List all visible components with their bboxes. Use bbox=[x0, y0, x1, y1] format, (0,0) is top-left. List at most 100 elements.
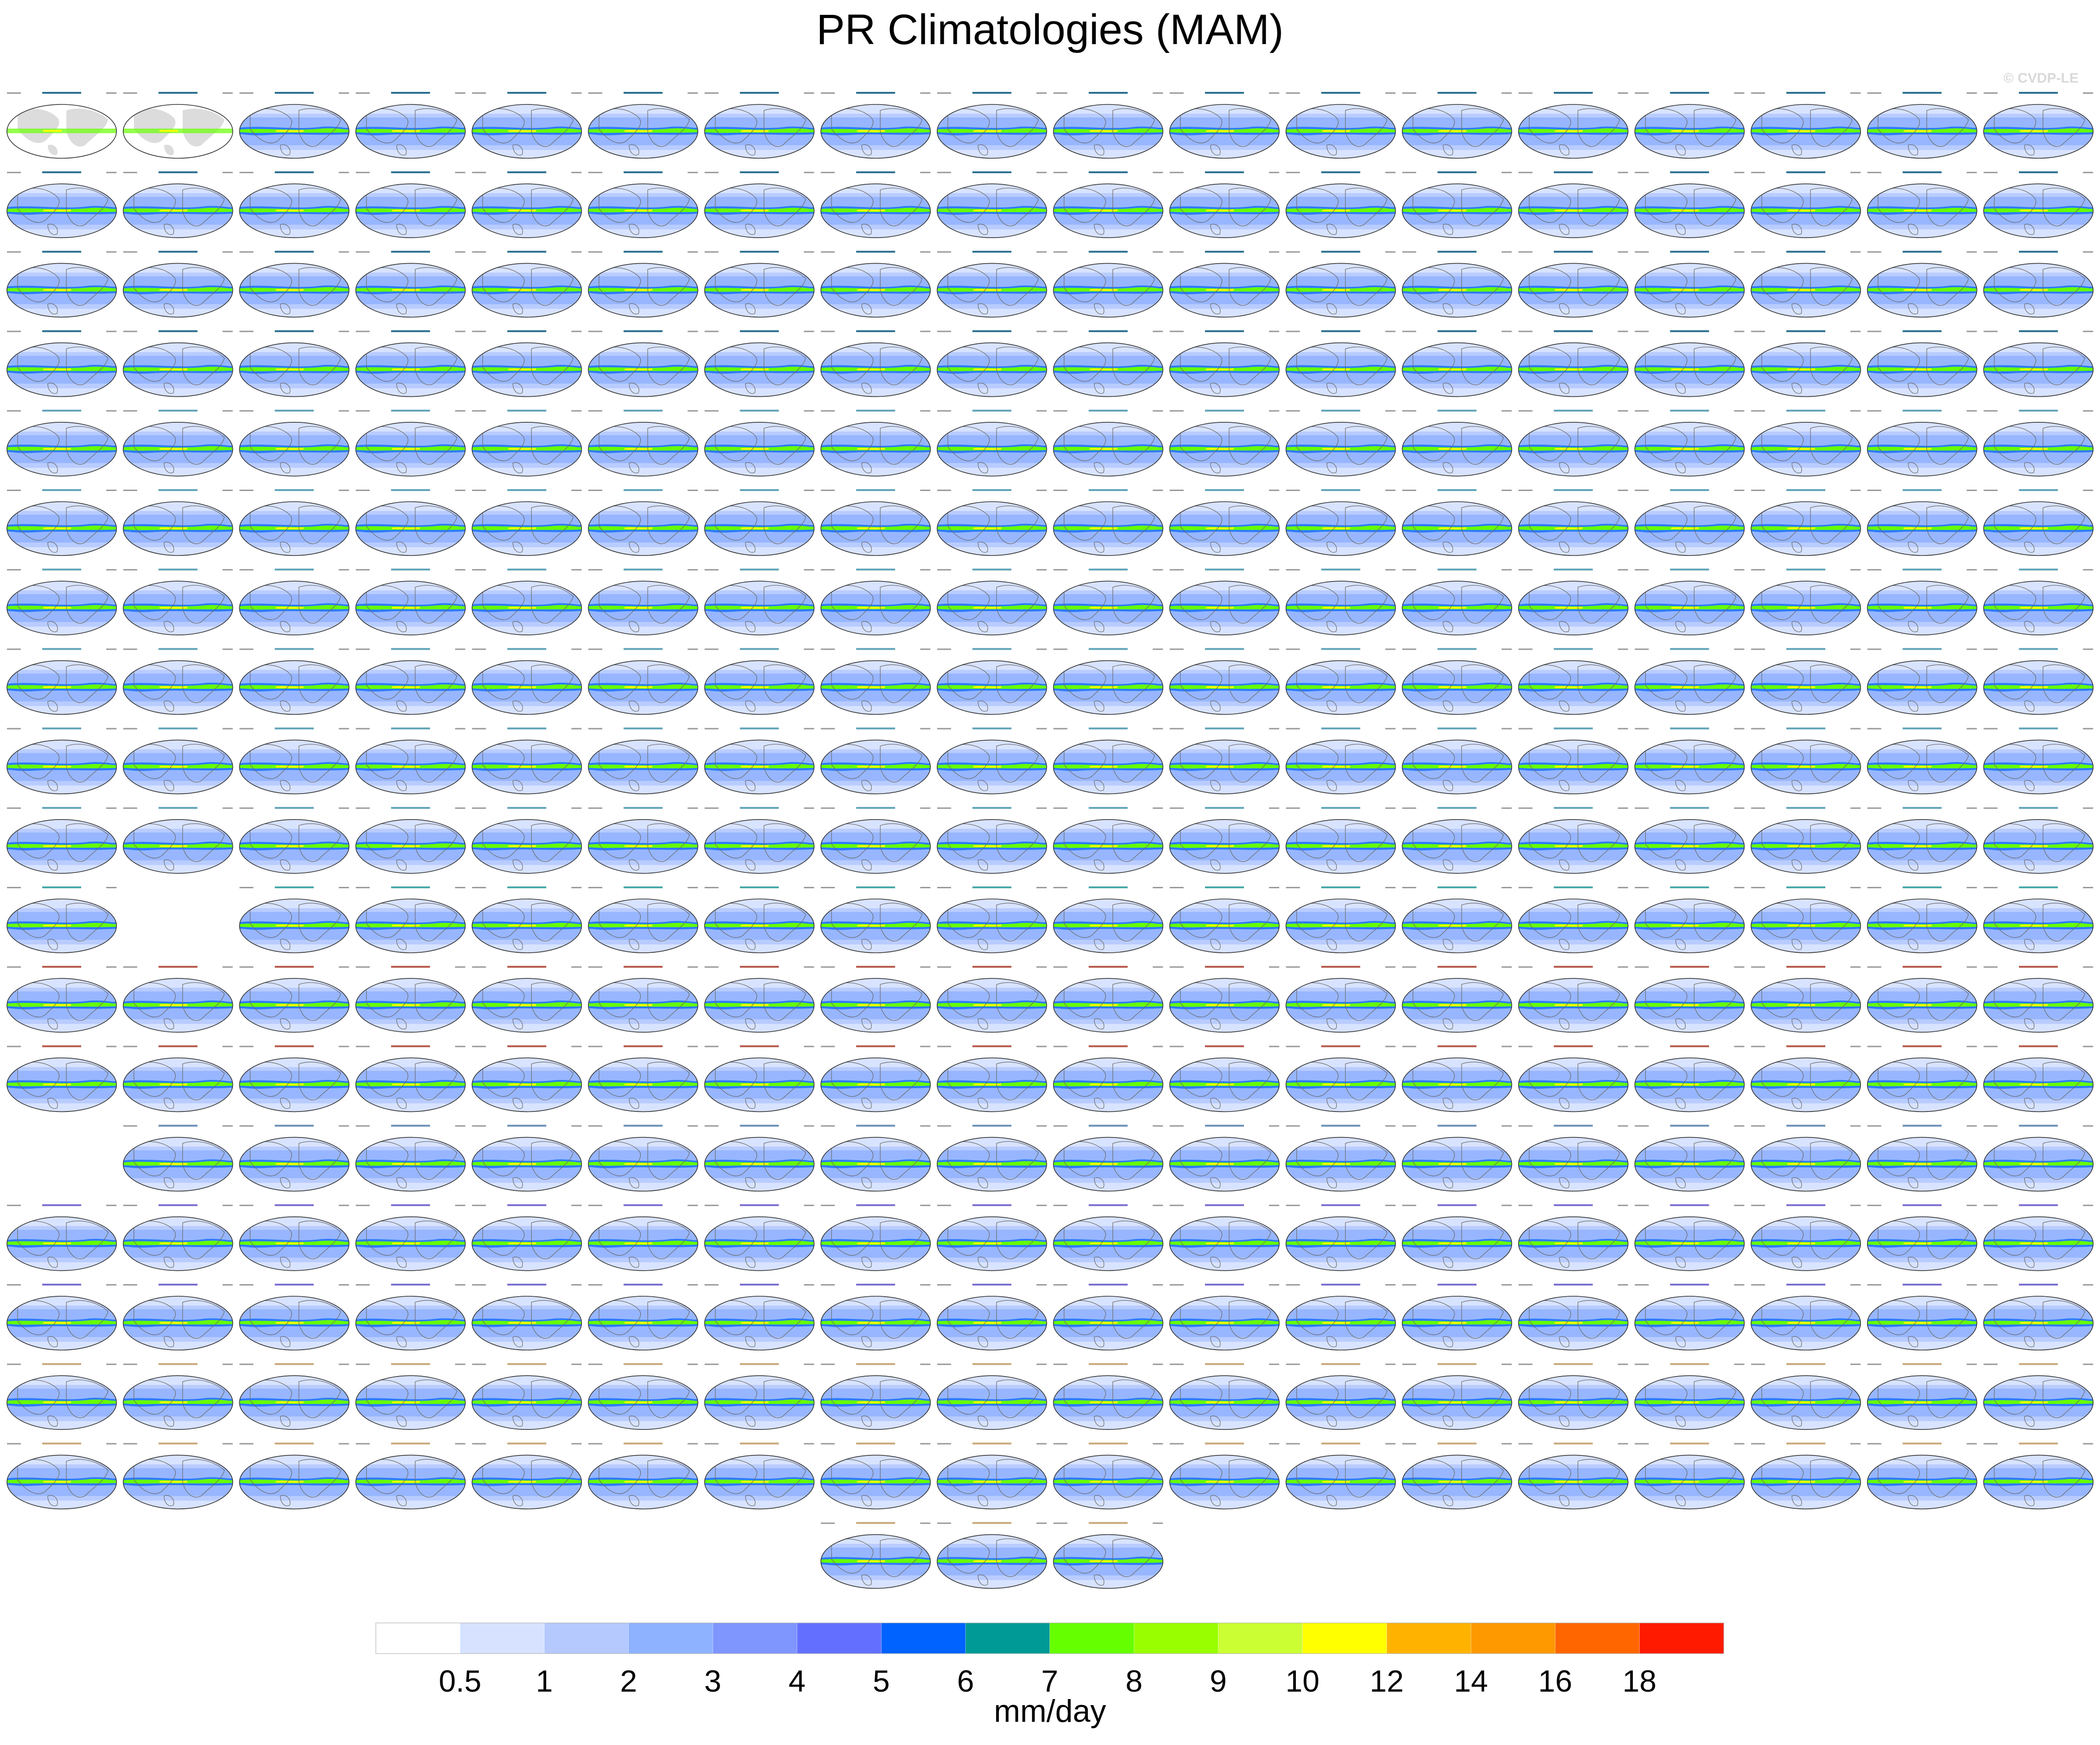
map-panel bbox=[1983, 966, 2094, 1033]
map-panel bbox=[820, 966, 931, 1033]
map-panel bbox=[704, 1284, 815, 1351]
map-panel bbox=[1867, 1045, 1978, 1112]
colorbar-swatch bbox=[628, 1623, 713, 1654]
map-panel bbox=[1751, 1442, 1861, 1510]
map-panel bbox=[704, 1125, 815, 1192]
map-panel bbox=[239, 1442, 350, 1510]
colorbar-tick-label: 2 bbox=[620, 1664, 637, 1698]
map-panel bbox=[1053, 330, 1164, 397]
map-panel bbox=[1053, 1045, 1164, 1112]
map-panel bbox=[588, 886, 698, 953]
map-panel bbox=[1634, 569, 1745, 635]
map-panel bbox=[1867, 489, 1978, 556]
map-panel bbox=[1751, 1045, 1861, 1112]
map-panel bbox=[239, 1284, 350, 1351]
map-panel bbox=[355, 1204, 466, 1271]
map-panel bbox=[820, 1363, 931, 1430]
map-panel bbox=[1053, 92, 1164, 159]
map-panel bbox=[1053, 886, 1164, 953]
map-panel bbox=[820, 1125, 931, 1192]
map-panel bbox=[1285, 569, 1396, 635]
map-panel bbox=[1751, 409, 1861, 477]
map-panel bbox=[122, 1442, 233, 1510]
colorbar-tick-label: 18 bbox=[1623, 1664, 1656, 1698]
map-panel bbox=[1634, 886, 1745, 953]
colorbar-swatch bbox=[1134, 1623, 1219, 1654]
colorbar-tick-label: 10 bbox=[1285, 1664, 1319, 1698]
map-panel bbox=[937, 1363, 1047, 1430]
map-panel bbox=[1053, 648, 1164, 715]
map-panel bbox=[704, 807, 815, 874]
map-panel bbox=[239, 886, 350, 953]
map-panel bbox=[1169, 727, 1280, 795]
map-panel bbox=[820, 409, 931, 477]
map-panel bbox=[1751, 489, 1861, 556]
map-panel bbox=[1983, 1204, 2094, 1271]
map-panel bbox=[1169, 648, 1280, 715]
map-panel bbox=[239, 648, 350, 715]
map-panel bbox=[1867, 92, 1978, 159]
colorbar-swatch bbox=[1639, 1623, 1724, 1654]
map-panel bbox=[1402, 1204, 1512, 1271]
map-panel bbox=[1867, 569, 1978, 635]
watermark: © CVDP-LE bbox=[2003, 71, 2079, 86]
map-panel bbox=[1402, 648, 1512, 715]
map-panel bbox=[1285, 1045, 1396, 1112]
map-panel bbox=[1867, 886, 1978, 953]
colorbar-tick-label: 6 bbox=[957, 1664, 974, 1698]
map-panel bbox=[1518, 1125, 1629, 1192]
map-panel bbox=[1053, 1204, 1164, 1271]
map-panel bbox=[1169, 1204, 1280, 1271]
map-panel bbox=[1402, 489, 1512, 556]
map-panel bbox=[1169, 1045, 1280, 1112]
map-panel bbox=[1867, 966, 1978, 1033]
figure-title: PR Climatologies (MAM) bbox=[816, 6, 1283, 53]
map-panel bbox=[1169, 1284, 1280, 1351]
map-panel bbox=[1169, 966, 1280, 1033]
map-panel bbox=[1285, 489, 1396, 556]
map-panel bbox=[1867, 727, 1978, 795]
map-panel bbox=[704, 489, 815, 556]
map-panel bbox=[1867, 648, 1978, 715]
map-panel bbox=[704, 966, 815, 1033]
colorbar-swatch bbox=[460, 1623, 545, 1654]
map-panel bbox=[122, 409, 233, 477]
map-panel bbox=[1285, 807, 1396, 874]
map-panel bbox=[1285, 886, 1396, 953]
map-panel bbox=[704, 1045, 815, 1112]
map-panel bbox=[1518, 409, 1629, 477]
map-panel bbox=[122, 807, 233, 874]
map-panel bbox=[471, 727, 582, 795]
map-panel bbox=[704, 569, 815, 635]
map-panel bbox=[937, 251, 1047, 318]
map-panel bbox=[471, 92, 582, 159]
colorbar-tick-label: 5 bbox=[873, 1664, 890, 1698]
map-panel bbox=[1402, 1125, 1512, 1192]
map-panel bbox=[6, 1284, 117, 1351]
map-panel bbox=[1169, 886, 1280, 953]
map-panel bbox=[588, 171, 698, 239]
map-panel bbox=[355, 648, 466, 715]
map-panel bbox=[355, 886, 466, 953]
map-panel bbox=[1285, 1204, 1396, 1271]
map-panel bbox=[820, 251, 931, 318]
colorbar-swatch bbox=[544, 1623, 629, 1654]
colorbar-tick-label: 4 bbox=[788, 1664, 805, 1698]
map-panel bbox=[6, 1442, 117, 1510]
map-panel bbox=[1169, 409, 1280, 477]
map-panel bbox=[1518, 727, 1629, 795]
map-panel bbox=[1634, 1363, 1745, 1430]
map-panel bbox=[704, 171, 815, 239]
map-panel bbox=[1867, 1125, 1978, 1192]
map-panel bbox=[239, 251, 350, 318]
map-panel bbox=[6, 171, 117, 239]
map-panel bbox=[588, 966, 698, 1033]
map-panel bbox=[471, 807, 582, 874]
map-panel bbox=[1983, 1045, 2094, 1112]
map-panel bbox=[471, 1204, 582, 1271]
map-panel bbox=[6, 569, 117, 635]
map-panel bbox=[239, 1045, 350, 1112]
map-panel bbox=[1285, 1125, 1396, 1192]
map-panel bbox=[1634, 1125, 1745, 1192]
map-panel bbox=[122, 1125, 233, 1192]
